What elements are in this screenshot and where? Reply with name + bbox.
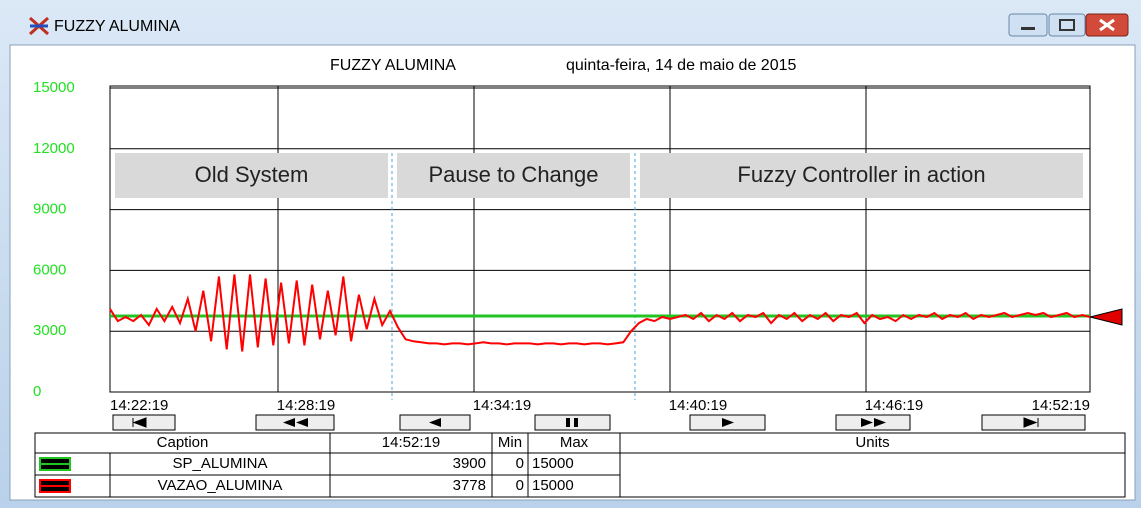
table-header: Caption [157,434,209,451]
table-header: Max [560,434,589,451]
maximize-button[interactable] [1048,13,1086,37]
forward-icon [722,418,734,427]
table-grid [35,433,1125,497]
pause-button[interactable] [534,414,611,431]
fast-forward-icon [861,418,886,427]
y-tick-label: 3000 [33,322,66,339]
x-tick-label: 14:22:19 [110,397,168,414]
playback-controls [112,414,1086,431]
table-value: 3900 [453,455,486,472]
series-line [109,274,1091,352]
annotation-box [115,153,388,198]
annotation-box [397,153,630,198]
current-value-marker [1089,308,1123,326]
annotation-box [640,153,1083,198]
x-tick-label: 14:28:19 [277,397,335,414]
rewind-icon [283,418,308,427]
first-icon [132,417,147,428]
x-tick-label: 14:34:19 [473,397,531,414]
table-value: 3778 [453,477,486,494]
table-min: 0 [516,455,524,472]
window-title: FUZZY ALUMINA [54,18,180,35]
back-icon [429,418,441,427]
table-max: 15000 [532,477,574,494]
annotation-label: Old System [195,162,309,187]
y-tick-label: 15000 [33,79,75,96]
legend-caption: SP_ALUMINA [172,455,267,472]
last-icon [1023,417,1039,428]
x-tick-label: 14:46:19 [865,397,923,414]
legend-caption: VAZAO_ALUMINA [158,477,283,494]
table-header: Min [498,434,522,451]
y-tick-label: 12000 [33,140,75,157]
table-frame [34,432,1126,498]
legend-table [34,432,1126,498]
x-tick-label: 14:40:19 [669,397,727,414]
minimize-button[interactable] [1008,13,1048,37]
minimize-icon [1021,27,1035,30]
y-tick-label: 9000 [33,201,66,218]
close-icon [1099,18,1115,32]
pause-icon [566,418,578,427]
y-tick-label: 6000 [33,261,66,278]
x-tick-label: 14:52:19 [1032,397,1090,414]
annotation-label: Pause to Change [428,162,598,187]
chart-title: FUZZY ALUMINA [330,57,456,74]
annotation-label: Fuzzy Controller in action [737,162,985,187]
table-min: 0 [516,477,524,494]
app-icon [29,16,49,36]
chart-subtitle: quinta-feira, 14 de maio de 2015 [566,57,796,74]
maximize-icon [1059,19,1075,31]
table-header: 14:52:19 [382,434,440,451]
table-header: Units [855,434,889,451]
table-max: 15000 [532,455,574,472]
y-tick-label: 0 [33,383,41,400]
